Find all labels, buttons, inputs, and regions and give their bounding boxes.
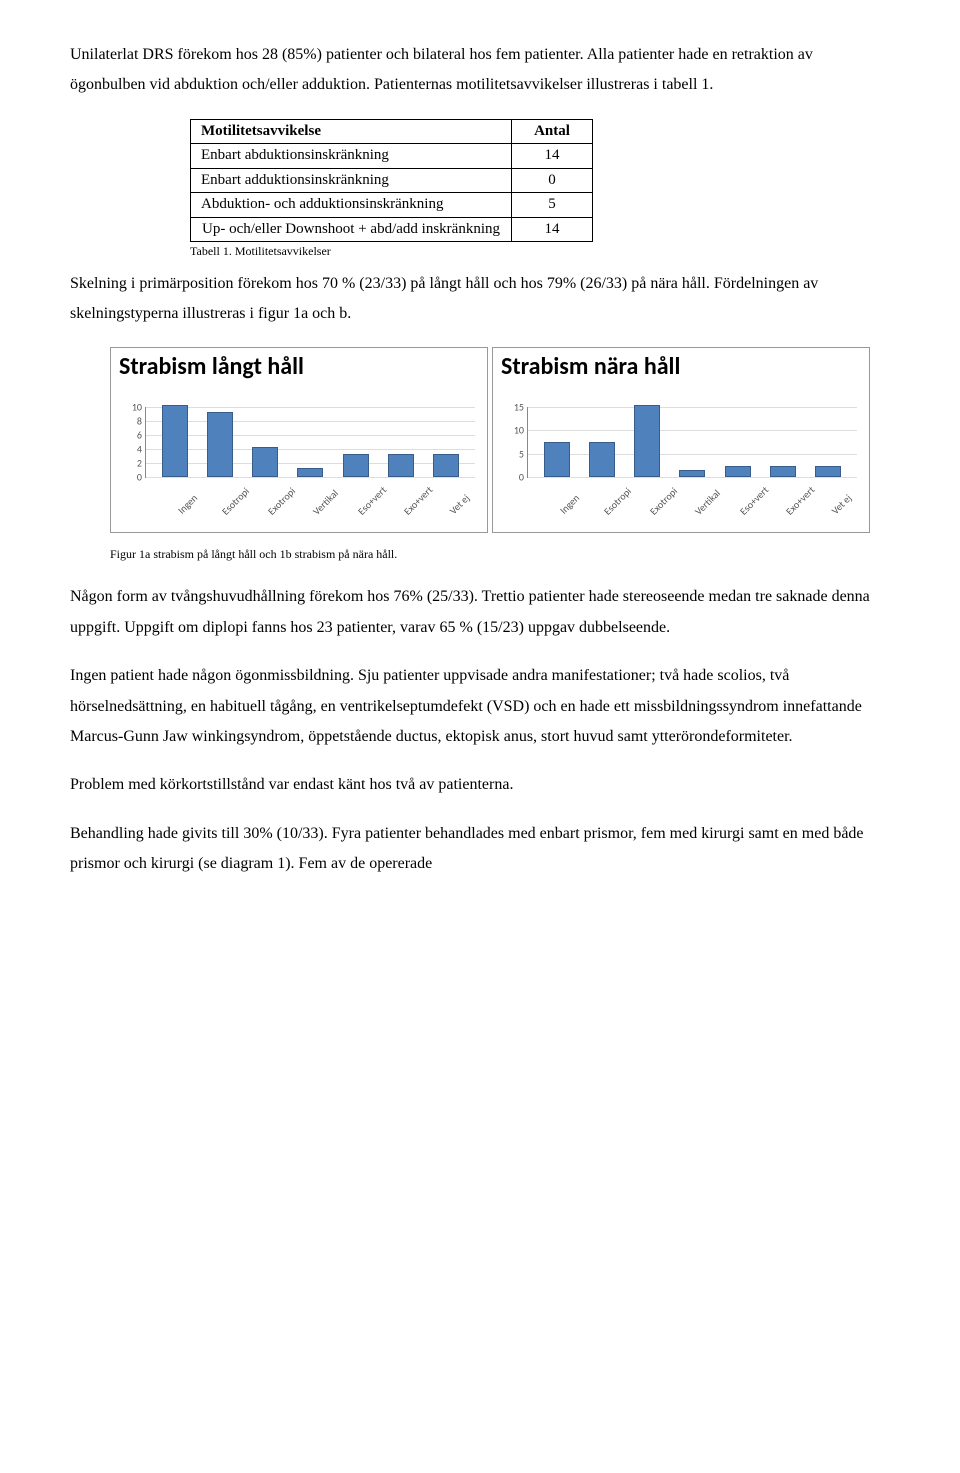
chart-xlabel: Esotropi bbox=[217, 489, 269, 541]
chart-xlabel: Vertikal bbox=[690, 489, 742, 541]
chart-bar bbox=[634, 405, 660, 477]
table-cell-label: Up- och/eller Downshoot + abd/add inskrä… bbox=[191, 217, 512, 242]
chart-xlabel: Eso+vert bbox=[735, 489, 787, 541]
paragraph-2: Skelning i primärposition förekom hos 70… bbox=[70, 269, 890, 330]
table-cell-count: 14 bbox=[512, 217, 593, 242]
chart-xlabel: Exo+vert bbox=[399, 489, 451, 541]
chart-gridline bbox=[146, 477, 475, 478]
chart-b-plot: 051015 bbox=[527, 407, 857, 478]
chart-a-xlabels: IngenEsotropiExotropiVertikalEso+vertExo… bbox=[145, 478, 475, 528]
chart-bar bbox=[725, 466, 751, 477]
table-1-caption: Tabell 1. Motilitetsavvikelser bbox=[190, 244, 890, 258]
paragraph-4: Ingen patient hade någon ögonmissbildnin… bbox=[70, 661, 890, 752]
chart-xlabel: Ingen bbox=[172, 489, 224, 541]
chart-xlabel: Exotropi bbox=[262, 489, 314, 541]
chart-bar bbox=[770, 466, 796, 477]
paragraph-5: Problem med körkortstillstånd var endast… bbox=[70, 770, 890, 800]
paragraph-1: Unilaterlat DRS förekom hos 28 (85%) pat… bbox=[70, 40, 890, 101]
chart-ytick: 5 bbox=[504, 444, 524, 463]
chart-bar bbox=[388, 454, 414, 477]
figure-1: Strabism långt håll 0246810 IngenEsotrop… bbox=[110, 347, 890, 532]
chart-a-plot: 0246810 bbox=[145, 407, 475, 478]
chart-xlabel: Eso+vert bbox=[353, 489, 405, 541]
chart-b-title: Strabism nära håll bbox=[501, 354, 861, 380]
paragraph-6: Behandling hade givits till 30% (10/33).… bbox=[70, 819, 890, 880]
chart-bar bbox=[252, 447, 278, 477]
table-cell-count: 5 bbox=[512, 193, 593, 218]
chart-bar bbox=[679, 470, 705, 477]
chart-b-xlabels: IngenEsotropiExotropiVertikalEso+vertExo… bbox=[527, 478, 857, 528]
chart-xlabel: Ingen bbox=[554, 489, 606, 541]
table-cell-count: 14 bbox=[512, 144, 593, 169]
table-1: Motilitetsavvikelse Antal Enbart abdukti… bbox=[190, 119, 593, 243]
table-header-label: Motilitetsavvikelse bbox=[191, 119, 512, 144]
chart-bar bbox=[544, 442, 570, 477]
chart-bars bbox=[528, 407, 857, 477]
chart-a-title: Strabism långt håll bbox=[119, 354, 479, 380]
chart-ytick: 15 bbox=[504, 397, 524, 416]
chart-xlabel: Exo+vert bbox=[781, 489, 833, 541]
chart-gridline bbox=[528, 477, 857, 478]
chart-b: Strabism nära håll 051015 IngenEsotropiE… bbox=[492, 347, 870, 532]
chart-bar bbox=[815, 466, 841, 477]
chart-bar bbox=[589, 442, 615, 477]
chart-ytick: 0 bbox=[504, 467, 524, 486]
chart-ytick: 10 bbox=[122, 397, 142, 416]
chart-bars bbox=[146, 407, 475, 477]
table-cell-label: Abduktion- och adduktionsinskränkning bbox=[191, 193, 512, 218]
chart-a: Strabism långt håll 0246810 IngenEsotrop… bbox=[110, 347, 488, 532]
chart-bar bbox=[207, 412, 233, 477]
table-row: Enbart adduktionsinskränkning 0 bbox=[191, 168, 593, 193]
chart-bar bbox=[297, 468, 323, 477]
table-cell-label: Enbart abduktionsinskränkning bbox=[191, 144, 512, 169]
table-1-container: Motilitetsavvikelse Antal Enbart abdukti… bbox=[190, 119, 890, 259]
table-row: Enbart abduktionsinskränkning 14 bbox=[191, 144, 593, 169]
chart-ytick: 10 bbox=[504, 421, 524, 440]
chart-bar bbox=[343, 454, 369, 477]
paragraph-3: Någon form av tvångshuvudhållning föreko… bbox=[70, 582, 890, 643]
chart-xlabel: Exotropi bbox=[644, 489, 696, 541]
table-cell-count: 0 bbox=[512, 168, 593, 193]
figure-1-caption: Figur 1a strabism på långt håll och 1b s… bbox=[110, 547, 890, 563]
chart-bar bbox=[433, 454, 459, 477]
table-row: Abduktion- och adduktionsinskränkning 5 bbox=[191, 193, 593, 218]
table-header-count: Antal bbox=[512, 119, 593, 144]
chart-xlabel: Vet ej bbox=[826, 489, 878, 541]
table-row: Up- och/eller Downshoot + abd/add inskrä… bbox=[191, 217, 593, 242]
table-cell-label: Enbart adduktionsinskränkning bbox=[191, 168, 512, 193]
chart-bar bbox=[162, 405, 188, 477]
chart-xlabel: Esotropi bbox=[599, 489, 651, 541]
chart-xlabel: Vet ej bbox=[444, 489, 496, 541]
chart-xlabel: Vertikal bbox=[308, 489, 360, 541]
